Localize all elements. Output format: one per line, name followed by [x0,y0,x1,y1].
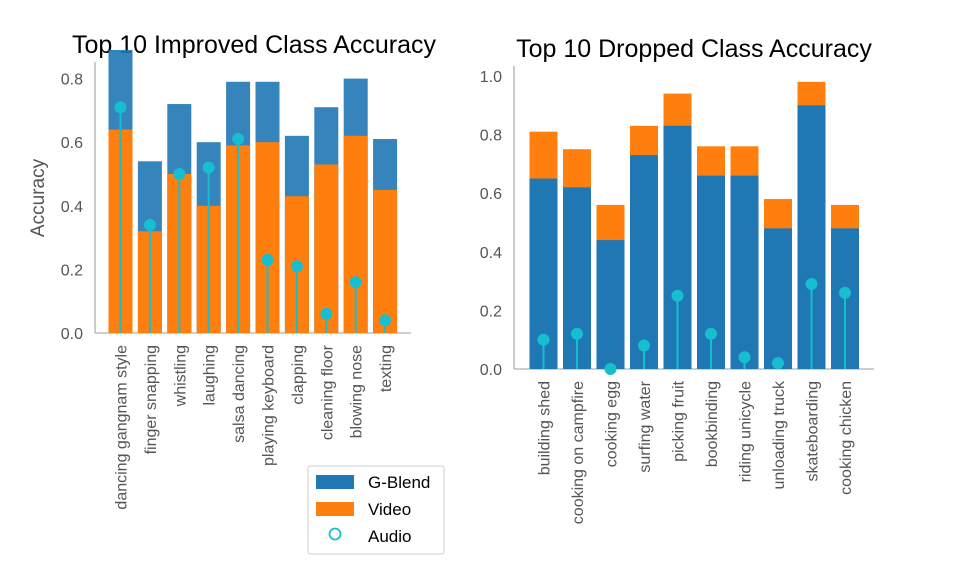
chart-improved-ylabel: Accuracy [28,158,49,237]
improved-xtick-label-texting: texting [378,345,395,392]
dropped-bar-g-blend-cooking-egg [596,240,625,369]
improved-audio-point-dancing-gangnam-style [114,101,127,114]
improved-ytick-label: 0.8 [61,72,83,89]
improved-xtick-label-clapping: clapping [290,345,307,405]
dropped-xtick-label-cooking-chicken: cooking chicken [838,381,855,495]
legend-swatch-gblend [316,475,354,489]
legend-label-video: Video [368,500,411,519]
dropped-audio-point-picking-fruit [671,289,684,302]
improved-audio-point-salsa-dancing [232,133,245,146]
dropped-xtick-label-cooking-on-campfire: cooking on campfire [570,381,587,524]
dropped-xtick-label-building-shed: building shed [537,381,554,475]
dropped-ytick-label: 0.0 [480,362,502,379]
improved-xtick-label-dancing-gangnam-style: dancing gangnam style [114,345,131,510]
dropped-audio-point-cooking-chicken [839,286,851,299]
legend: G-Blend Video Audio [307,465,445,555]
dropped-xtick-label-unloading-truck: unloading truck [771,380,788,490]
improved-xtick-label-cleaning-floor: cleaning floor [319,344,336,440]
dropped-audio-point-cooking-on-campfire [571,327,583,340]
improved-audio-point-finger-snapping [143,218,156,231]
dropped-audio-point-building-shed [537,333,550,346]
improved-audio-point-whistling [173,168,186,180]
improved-ytick-label: 0.0 [61,326,83,343]
improved-bar-video-texting [373,189,398,333]
dropped-xtick-label-picking-fruit: picking fruit [671,380,688,461]
legend-swatch-video [316,502,354,516]
chart-dropped-title: Top 10 Dropped Class Accuracy [516,35,872,63]
dropped-xtick-label-surfing-water: surfing water [637,380,654,472]
improved-xtick-label-laughing: laughing [202,345,219,406]
improved-xtick-label-blowing-nose: blowing nose [349,345,366,439]
improved-ytick-label: 0.4 [61,199,83,216]
dropped-audio-point-unloading-truck [772,357,784,370]
dropped-xtick-label-cooking-egg: cooking egg [604,381,621,467]
dropped-bar-g-blend-riding-unicycle [730,175,759,369]
improved-ytick-label: 0.6 [61,135,83,152]
improved-ytick-label: 0.2 [61,262,83,279]
dropped-xtick-label-bookbinding: bookbinding [704,381,721,467]
improved-bar-video-cleaning-floor [314,164,339,333]
improved-audio-point-playing-keyboard [261,253,274,266]
improved-xtick-label-finger-snapping: finger snapping [143,345,160,454]
legend-label-gblend: G-Blend [368,473,430,492]
dropped-ytick-label: 0.2 [480,303,502,320]
dropped-ytick-label: 0.4 [480,245,502,262]
dropped-xtick-label-riding-unicycle: riding unicycle [738,381,755,482]
dropped-ytick-label: 1.0 [480,69,502,86]
legend-label-audio: Audio [368,527,411,546]
improved-xtick-label-whistling: whistling [172,345,189,407]
chart-improved: Top 10 Improved Class Accuracy Accuracy … [28,31,437,510]
dropped-xtick-label-skateboarding: skateboarding [805,381,822,482]
dropped-bar-g-blend-unloading-truck [764,228,792,369]
improved-xtick-label-salsa-dancing: salsa dancing [231,345,248,443]
improved-audio-point-laughing [202,161,215,174]
chart-improved-title: Top 10 Improved Class Accuracy [72,31,437,59]
improved-audio-point-clapping [290,260,303,273]
dropped-audio-point-skateboarding [805,278,818,291]
legend-marker-audio [328,527,342,541]
improved-audio-point-blowing-nose [349,276,362,289]
dropped-audio-point-bookbinding [705,327,717,340]
improved-audio-point-cleaning-floor [320,307,333,320]
dropped-audio-point-riding-unicycle [738,351,751,364]
dropped-audio-point-surfing-water [638,339,650,352]
dropped-bar-g-blend-surfing-water [630,155,658,369]
improved-audio-point-texting [379,314,392,327]
dropped-ytick-label: 0.8 [480,128,502,145]
dropped-ytick-label: 0.6 [480,186,502,203]
improved-xtick-label-playing-keyboard: playing keyboard [261,345,278,466]
dropped-audio-point-cooking-egg [604,363,617,375]
chart-dropped: Top 10 Dropped Class Accuracy 0.0 0.2 0.4 0… [480,35,874,524]
